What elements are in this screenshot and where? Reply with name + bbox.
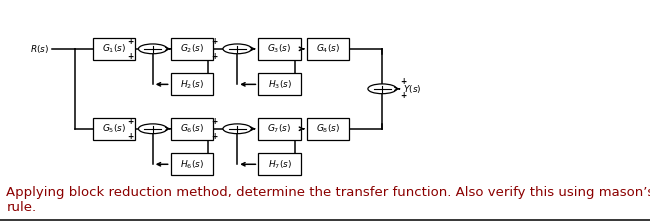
- Text: $G_3(s)$: $G_3(s)$: [267, 43, 292, 55]
- Text: +: +: [400, 91, 406, 100]
- Text: $H_3(s)$: $H_3(s)$: [268, 78, 291, 91]
- Text: $H_2(s)$: $H_2(s)$: [180, 78, 203, 91]
- Text: +: +: [127, 52, 133, 61]
- Text: +: +: [127, 132, 133, 141]
- Text: $G_1(s)$: $G_1(s)$: [101, 43, 126, 55]
- Text: +: +: [211, 37, 218, 46]
- FancyBboxPatch shape: [170, 153, 213, 175]
- FancyBboxPatch shape: [259, 118, 300, 140]
- Text: $G_4(s)$: $G_4(s)$: [316, 43, 341, 55]
- Text: +: +: [127, 117, 133, 126]
- FancyBboxPatch shape: [92, 38, 135, 60]
- Text: $H_6(s)$: $H_6(s)$: [180, 158, 203, 170]
- Circle shape: [138, 44, 167, 54]
- Text: $G_8(s)$: $G_8(s)$: [316, 123, 341, 135]
- Text: $G_6(s)$: $G_6(s)$: [179, 123, 204, 135]
- Text: +: +: [211, 117, 218, 126]
- Circle shape: [223, 124, 252, 134]
- FancyBboxPatch shape: [170, 118, 213, 140]
- FancyBboxPatch shape: [307, 38, 350, 60]
- FancyBboxPatch shape: [259, 153, 300, 175]
- Text: $G_5(s)$: $G_5(s)$: [101, 123, 126, 135]
- Text: +: +: [211, 52, 218, 61]
- Text: $Y(s)$: $Y(s)$: [403, 83, 421, 95]
- Text: +: +: [211, 132, 218, 141]
- FancyBboxPatch shape: [92, 118, 135, 140]
- FancyBboxPatch shape: [170, 38, 213, 60]
- Text: $G_2(s)$: $G_2(s)$: [179, 43, 204, 55]
- Circle shape: [223, 44, 252, 54]
- FancyBboxPatch shape: [170, 73, 213, 95]
- Text: $R(s)$: $R(s)$: [29, 43, 49, 55]
- Text: +: +: [127, 37, 133, 46]
- FancyBboxPatch shape: [307, 118, 350, 140]
- Text: $G_7(s)$: $G_7(s)$: [267, 123, 292, 135]
- Text: +: +: [400, 77, 406, 86]
- FancyBboxPatch shape: [259, 38, 300, 60]
- FancyBboxPatch shape: [259, 73, 300, 95]
- Text: Applying block reduction method, determine the transfer function. Also verify th: Applying block reduction method, determi…: [6, 186, 650, 214]
- Text: $H_7(s)$: $H_7(s)$: [268, 158, 291, 170]
- Circle shape: [368, 84, 396, 94]
- Circle shape: [138, 124, 167, 134]
